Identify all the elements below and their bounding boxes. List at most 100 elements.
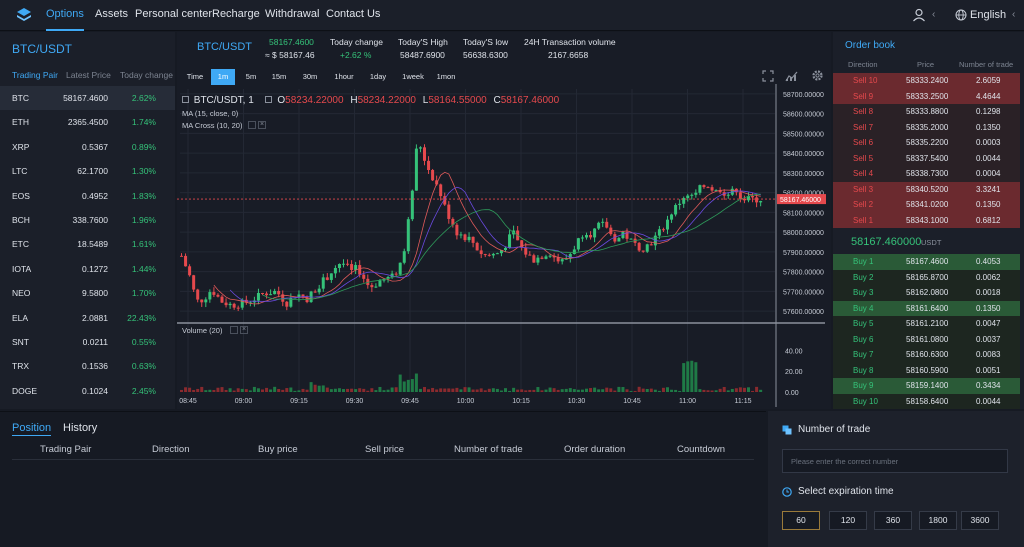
- volume-bar: [362, 388, 366, 392]
- time-tick-label: 11:00: [679, 398, 696, 405]
- nav-item-recharge[interactable]: Recharge: [212, 8, 260, 20]
- pair-row-neo[interactable]: NEO 9.5800 1.70%: [0, 281, 175, 305]
- price-tick-label: 57600.00000: [783, 309, 824, 316]
- timeframe-1hour[interactable]: 1hour: [334, 72, 354, 81]
- pair-row-btc[interactable]: BTC 58167.4600 2.62%: [0, 86, 175, 111]
- pair-row-bch[interactable]: BCH 338.7600 1.96%: [0, 208, 175, 232]
- timeframe-1day[interactable]: 1day: [369, 72, 387, 81]
- timeframe-5m[interactable]: 5m: [245, 72, 257, 81]
- language-chevron-icon[interactable]: ‹: [1012, 9, 1016, 20]
- collapse-legend-icon[interactable]: [182, 96, 189, 103]
- timeframe-1week[interactable]: 1week: [402, 72, 424, 81]
- nav-item-personal-center[interactable]: Personal center: [135, 8, 213, 20]
- volume-bar: [236, 388, 240, 392]
- buy-row-9[interactable]: Buy 9 58159.1400 0.3434: [833, 378, 1020, 394]
- buy-row-7[interactable]: Buy 7 58160.6300 0.0083: [833, 347, 1020, 363]
- expiration-60-button[interactable]: 60: [782, 511, 820, 530]
- buy-row-4[interactable]: Buy 4 58161.6400 0.1350: [833, 300, 1020, 316]
- number-of-trade-input[interactable]: [782, 449, 1008, 473]
- ob-direction: Buy 6: [853, 334, 874, 344]
- sell-row-1[interactable]: Sell 1 58343.1000 0.6812: [833, 212, 1020, 228]
- volume-bar: [220, 387, 224, 392]
- sell-row-4[interactable]: Sell 4 58338.7300 0.0004: [833, 166, 1020, 182]
- sell-row-6[interactable]: Sell 6 58335.2200 0.0003: [833, 135, 1020, 151]
- buy-row-3[interactable]: Buy 3 58162.0800 0.0018: [833, 285, 1020, 301]
- volume-bar: [414, 373, 418, 392]
- globe-icon[interactable]: [955, 9, 967, 21]
- tab-history[interactable]: History: [63, 422, 98, 434]
- user-icon[interactable]: [912, 8, 926, 22]
- sell-row-9[interactable]: Sell 9 58333.2500 4.4644: [833, 88, 1020, 104]
- legend-c-label: C: [493, 95, 501, 106]
- ma-cross-settings-icon[interactable]: [248, 121, 256, 129]
- volume-bar: [418, 388, 422, 392]
- pair-price: 338.7600: [72, 215, 108, 225]
- volume-bar: [333, 388, 337, 392]
- sell-row-7[interactable]: Sell 7 58335.2000 0.1350: [833, 119, 1020, 135]
- pair-row-trx[interactable]: TRX 0.1536 0.63%: [0, 354, 175, 378]
- volume-bar: [265, 387, 269, 392]
- expiration-120-button[interactable]: 120: [829, 511, 867, 530]
- volume-remove-icon[interactable]: ×: [240, 326, 248, 334]
- timeframe-1m[interactable]: 1m: [211, 69, 235, 85]
- pair-row-ltc[interactable]: LTC 62.1700 1.30%: [0, 159, 175, 183]
- pair-row-xrp[interactable]: XRP 0.5367 0.89%: [0, 135, 175, 159]
- buy-row-10[interactable]: Buy 10 58158.6400 0.0044: [833, 393, 1020, 409]
- expiration-3600-button[interactable]: 3600: [961, 511, 999, 530]
- pair-row-etc[interactable]: ETC 18.5489 1.61%: [0, 232, 175, 256]
- nav-item-withdrawal[interactable]: Withdrawal: [265, 8, 320, 20]
- language-selector[interactable]: English: [970, 9, 1007, 21]
- volume-bar: [313, 384, 317, 392]
- candle-body: [297, 294, 301, 298]
- timeframe-30m[interactable]: 30m: [302, 72, 318, 81]
- indicators-icon[interactable]: [785, 70, 798, 82]
- timeframe-Time[interactable]: Time: [186, 72, 204, 81]
- nav-item-contact-us[interactable]: Contact Us: [326, 8, 381, 20]
- sell-row-3[interactable]: Sell 3 58340.5200 3.3241: [833, 181, 1020, 197]
- price-chart[interactable]: 58700.00000 58600.00000 58500.00000 58400.0…: [177, 32, 831, 409]
- pair-row-eth[interactable]: ETH 2365.4500 1.74%: [0, 110, 175, 134]
- candle-body: [702, 185, 706, 188]
- user-chevron-icon[interactable]: ‹: [932, 9, 936, 20]
- legend-toggle-icon[interactable]: [264, 96, 272, 103]
- candle-body: [483, 254, 487, 256]
- expiration-1800-button[interactable]: 1800: [919, 511, 957, 530]
- timeframe-1mon[interactable]: 1mon: [436, 72, 456, 81]
- pairs-title: BTC/USDT: [12, 42, 72, 56]
- pair-row-snt[interactable]: SNT 0.0211 0.55%: [0, 330, 175, 354]
- candle-body: [524, 247, 528, 255]
- candle-body: [738, 192, 742, 199]
- pair-row-ela[interactable]: ELA 2.0881 22.43%: [0, 306, 175, 330]
- candle-body: [475, 242, 479, 251]
- pair-row-iota[interactable]: IOTA 0.1272 1.44%: [0, 257, 175, 281]
- buy-row-2[interactable]: Buy 2 58165.8700 0.0062: [833, 269, 1020, 285]
- sell-row-2[interactable]: Sell 2 58341.0200 0.1350: [833, 197, 1020, 213]
- buy-row-8[interactable]: Buy 8 58160.5900 0.0051: [833, 362, 1020, 378]
- volume-bar: [208, 389, 212, 392]
- candle-body: [423, 147, 426, 161]
- volume-bar: [240, 388, 244, 392]
- ma-cross-remove-icon[interactable]: ×: [258, 121, 266, 129]
- buy-row-1[interactable]: Buy 1 58167.4600 0.4053: [833, 254, 1020, 270]
- candle-body: [285, 301, 289, 307]
- nav-item-options[interactable]: Options: [46, 0, 84, 31]
- fullscreen-icon[interactable]: [762, 70, 774, 82]
- logo-icon[interactable]: [16, 7, 32, 23]
- candle-body: [386, 276, 390, 279]
- pair-row-eos[interactable]: EOS 0.4952 1.83%: [0, 184, 175, 208]
- sell-row-5[interactable]: Sell 5 58337.5400 0.0044: [833, 150, 1020, 166]
- nav-item-assets[interactable]: Assets: [95, 8, 129, 20]
- pair-row-doge[interactable]: DOGE 0.1024 2.45%: [0, 379, 175, 403]
- col-direction: Direction: [152, 444, 190, 455]
- sell-row-10[interactable]: Sell 10 58333.2400 2.6059: [833, 73, 1020, 89]
- expiration-360-button[interactable]: 360: [874, 511, 912, 530]
- buy-row-5[interactable]: Buy 5 58161.2100 0.0047: [833, 316, 1020, 332]
- timeframe-15m[interactable]: 15m: [271, 72, 287, 81]
- settings-gear-icon[interactable]: [811, 69, 824, 82]
- candle-body: [398, 262, 402, 275]
- buy-row-6[interactable]: Buy 6 58161.0800 0.0037: [833, 331, 1020, 347]
- volume-bar: [568, 388, 572, 392]
- volume-settings-icon[interactable]: [230, 326, 238, 334]
- sell-row-8[interactable]: Sell 8 58333.8800 0.1298: [833, 104, 1020, 120]
- tab-position[interactable]: Position: [12, 422, 52, 436]
